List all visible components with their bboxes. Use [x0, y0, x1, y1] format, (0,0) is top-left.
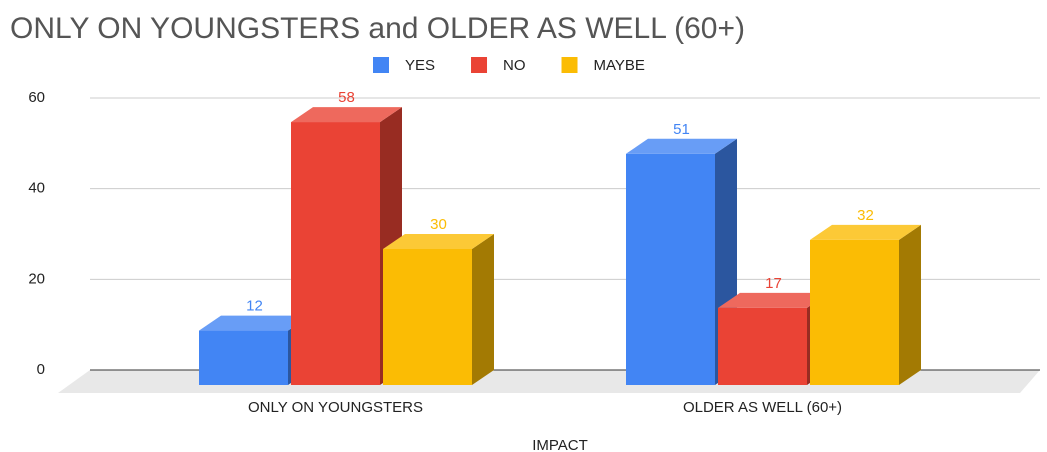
- legend-swatch: [471, 57, 488, 73]
- chart-title: ONLY ON YOUNGSTERS and OLDER AS WELL (60…: [10, 12, 745, 45]
- bar-top: [383, 234, 494, 249]
- data-label: 30: [430, 216, 447, 233]
- y-tick-label: 40: [28, 180, 45, 197]
- bar-top: [810, 224, 921, 240]
- bar-top: [291, 107, 402, 123]
- data-label: 51: [673, 121, 690, 138]
- bar-side: [472, 234, 494, 385]
- bar: [810, 239, 899, 385]
- x-axis-label: IMPACT: [532, 437, 588, 452]
- data-label: 32: [857, 207, 874, 224]
- bar-top: [626, 138, 737, 154]
- bar-side: [899, 224, 921, 385]
- x-tick-label: OLDER AS WELL (60+): [683, 399, 842, 416]
- x-tick-label: ONLY ON YOUNGSTERS: [248, 399, 423, 416]
- bar-top: [199, 315, 310, 331]
- bar: [383, 249, 472, 385]
- legend-swatch: [561, 57, 578, 73]
- bar: [718, 307, 807, 385]
- data-label: 12: [246, 298, 263, 315]
- bar: [291, 122, 380, 386]
- y-tick-label: 0: [37, 361, 45, 378]
- bar: [626, 153, 715, 385]
- data-label: 17: [765, 275, 782, 292]
- legend-swatch: [373, 57, 389, 73]
- data-label: 58: [338, 89, 355, 106]
- legend-label: YES: [405, 57, 435, 74]
- y-tick-label: 60: [28, 89, 45, 106]
- bar-top: [718, 292, 829, 308]
- legend-label: MAYBE: [594, 57, 645, 74]
- legend-label: NO: [503, 57, 526, 74]
- bar: [199, 330, 288, 385]
- y-tick-label: 20: [28, 270, 45, 287]
